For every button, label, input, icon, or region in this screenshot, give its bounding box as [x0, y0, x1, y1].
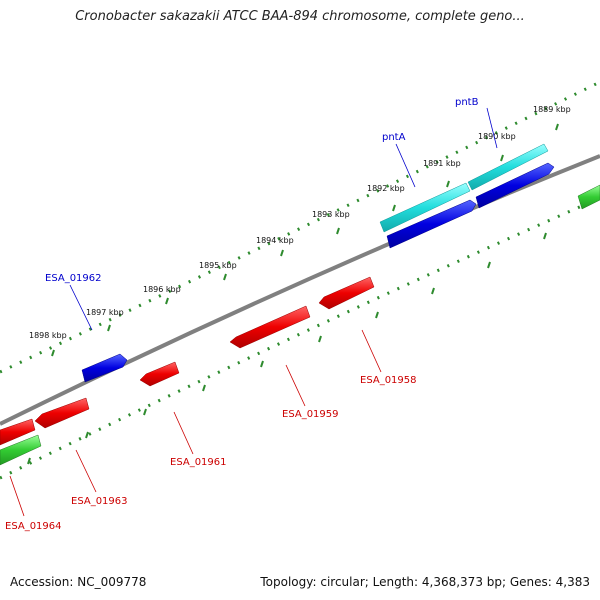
topology-summary-text: Topology: circular; Length: 4,368,373 bp…	[260, 575, 590, 589]
gene-ESA-01964[interactable]	[0, 418, 36, 446]
kbp-label-1897: 1897 kbp	[86, 308, 124, 317]
gene-label-ESA-01959[interactable]: ESA_01959	[282, 409, 339, 420]
gene-label-ESA-01963[interactable]: ESA_01963	[71, 496, 128, 507]
outer-major-ticks	[51, 123, 559, 357]
kbp-label-1892: 1892 kbp	[367, 184, 405, 193]
accession-text: Accession: NC_009778	[10, 575, 147, 589]
gene-ESA-01962[interactable]	[81, 353, 128, 383]
gene-pntB[interactable]	[467, 143, 549, 191]
gene-label-ESA-01961[interactable]: ESA_01961	[170, 457, 227, 468]
label-connectors-reverse	[9, 329, 382, 517]
gene-rna-right[interactable]	[577, 184, 600, 210]
kbp-label-1894: 1894 kbp	[256, 236, 294, 245]
gene-pntB-lower[interactable]	[475, 162, 555, 209]
gene-pntA[interactable]	[379, 182, 471, 233]
inner-major-ticks	[27, 232, 547, 465]
gene-label-ESA-01958[interactable]: ESA_01958	[360, 375, 417, 386]
kbp-label-1889: 1889 kbp	[533, 105, 571, 114]
gene-ESA-01961[interactable]	[139, 361, 180, 387]
kbp-label-1895: 1895 kbp	[199, 261, 237, 270]
kbp-label-1891: 1891 kbp	[423, 159, 461, 168]
gene-pntA-lower[interactable]	[386, 199, 477, 249]
kbp-label-1896: 1896 kbp	[143, 285, 181, 294]
label-connectors-forward	[69, 107, 498, 331]
kbp-label-1898: 1898 kbp	[29, 331, 67, 340]
chromosome-backbone	[0, 154, 600, 426]
gene-label-pntB[interactable]: pntB	[455, 97, 479, 108]
gene-label-ESA-01964[interactable]: ESA_01964	[5, 521, 62, 532]
gene-ESA-01959[interactable]	[229, 305, 311, 349]
gene-label-ESA-01962[interactable]: ESA_01962	[45, 273, 102, 284]
kbp-label-1890: 1890 kbp	[478, 132, 516, 141]
gene-rna-left[interactable]	[0, 434, 42, 466]
gene-ESA-01963[interactable]	[34, 397, 90, 429]
kbp-label-1893: 1893 kbp	[312, 210, 350, 219]
map-title: Cronobacter sakazakii ATCC BAA-894 chrom…	[75, 9, 525, 24]
inner-tick-ring	[0, 196, 600, 480]
outer-tick-ring	[0, 80, 600, 374]
gene-ESA-01958[interactable]	[318, 276, 375, 310]
gene-label-pntA[interactable]: pntA	[382, 132, 406, 143]
